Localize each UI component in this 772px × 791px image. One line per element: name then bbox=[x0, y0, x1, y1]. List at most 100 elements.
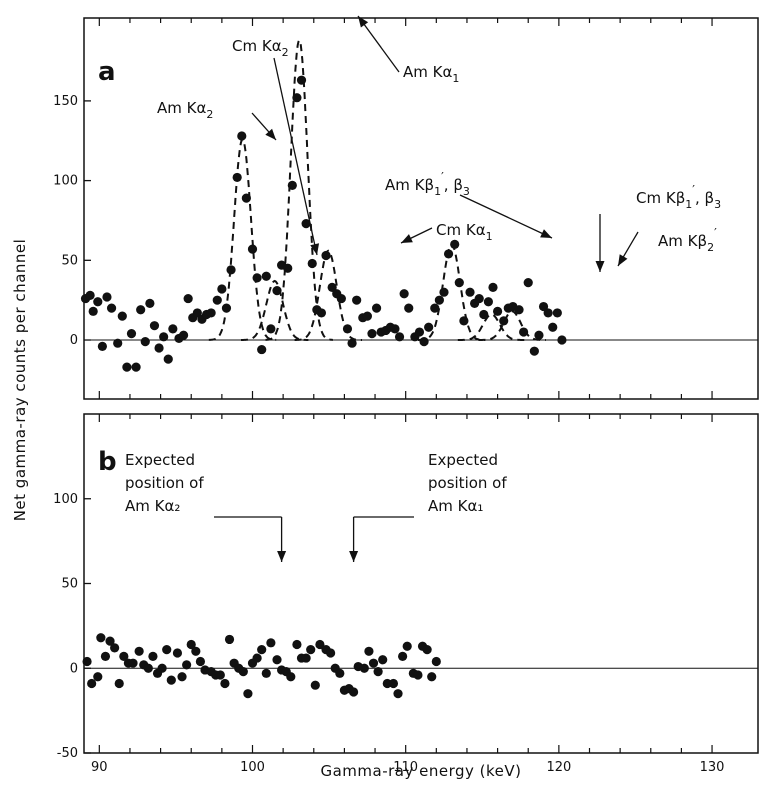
data-point bbox=[126, 329, 137, 339]
arrow-am-kb1-b3-head bbox=[540, 229, 552, 238]
arrow-am-kb1-b3 bbox=[459, 194, 553, 239]
panel-a-axes: 0 50 100 150 bbox=[53, 17, 759, 400]
data-point bbox=[110, 643, 120, 653]
data-point bbox=[362, 311, 372, 321]
data-point bbox=[326, 648, 336, 658]
data-point bbox=[474, 293, 484, 304]
data-point bbox=[97, 341, 107, 351]
y-tick-label: 0 bbox=[70, 661, 78, 676]
data-point bbox=[286, 672, 296, 682]
data-point bbox=[373, 667, 383, 677]
data-point bbox=[434, 295, 444, 305]
arrow-am-ka1 bbox=[357, 15, 400, 73]
data-point bbox=[431, 656, 441, 667]
data-point bbox=[459, 316, 469, 326]
data-point bbox=[217, 284, 227, 294]
data-point bbox=[390, 324, 400, 334]
data-point bbox=[316, 308, 327, 318]
annotation-cm-ka2: Cm Kα2 bbox=[232, 37, 289, 59]
y-tick-label: 0 bbox=[70, 333, 78, 348]
data-point bbox=[122, 362, 132, 372]
data-point bbox=[492, 306, 503, 316]
data-point bbox=[315, 639, 325, 650]
data-point bbox=[301, 653, 311, 663]
data-point bbox=[393, 689, 403, 699]
data-point bbox=[488, 282, 498, 293]
arrow-cm-kb1-b3-head bbox=[595, 261, 605, 272]
data-point bbox=[247, 244, 258, 254]
data-point bbox=[252, 273, 262, 283]
data-point bbox=[398, 651, 408, 661]
data-point bbox=[154, 343, 164, 353]
data-point bbox=[224, 634, 235, 645]
data-point bbox=[134, 646, 144, 656]
data-point bbox=[145, 298, 155, 308]
data-point bbox=[215, 670, 225, 680]
fit-curve bbox=[265, 38, 333, 341]
data-point bbox=[419, 337, 429, 347]
data-point bbox=[106, 303, 117, 313]
annotation-am-kb2: Am Kβ2′ bbox=[658, 226, 717, 254]
data-point bbox=[93, 672, 103, 682]
arrow-am-ka2-head bbox=[265, 128, 276, 140]
data-point bbox=[402, 641, 412, 651]
data-point bbox=[195, 656, 206, 667]
data-point bbox=[335, 668, 345, 678]
x-tick-label: 90 bbox=[91, 760, 108, 775]
y-tick-label: 100 bbox=[53, 492, 78, 507]
panel-a-annotations: Am Kα2 Cm Kα2 Am Kα1 Cm Kα1 Am Kβ1′, β3 … bbox=[157, 37, 721, 254]
data-point bbox=[186, 639, 196, 650]
data-point bbox=[88, 306, 98, 316]
x-tick-label: 100 bbox=[240, 760, 265, 775]
data-point bbox=[82, 656, 92, 667]
data-point bbox=[172, 648, 183, 658]
data-point bbox=[113, 338, 123, 348]
data-point bbox=[183, 293, 193, 304]
data-point bbox=[261, 668, 271, 678]
panel-a-letter: a bbox=[98, 57, 116, 87]
data-point bbox=[479, 309, 489, 320]
panel-b-axes: -50 0 50 100 90 100 110 120 130 bbox=[53, 413, 759, 775]
data-point bbox=[85, 290, 95, 300]
y-tick-label: 150 bbox=[53, 94, 78, 109]
annotation-am-kb1-b3: Am Kβ1′, β3 bbox=[385, 170, 470, 198]
arrow-am-ka1-head bbox=[358, 16, 369, 28]
data-point bbox=[212, 295, 222, 305]
data-point bbox=[136, 305, 146, 315]
expected-left-line3: Am Kα₂ bbox=[125, 497, 180, 515]
data-point bbox=[157, 663, 167, 673]
data-point bbox=[450, 239, 460, 249]
arrow-expected-am-ka2-head bbox=[277, 551, 287, 562]
data-point bbox=[257, 645, 267, 655]
y-tick-label: 50 bbox=[61, 253, 78, 268]
data-point bbox=[102, 292, 112, 302]
x-tick-label: 110 bbox=[393, 760, 418, 775]
arrow-cm-ka2 bbox=[273, 57, 318, 256]
data-point bbox=[424, 322, 434, 332]
annotation-cm-kb1-b3: Cm Kβ1′, β3 bbox=[636, 183, 721, 211]
y-tick-label: -50 bbox=[57, 746, 78, 761]
expected-right-line2: position of bbox=[428, 474, 507, 492]
y-tick-label: 50 bbox=[61, 577, 78, 592]
y-tick-label: 100 bbox=[53, 174, 78, 189]
data-point bbox=[364, 646, 374, 656]
data-point bbox=[257, 344, 267, 355]
panel-b-letter: b bbox=[98, 447, 117, 477]
data-point bbox=[557, 335, 567, 345]
data-point bbox=[100, 651, 111, 661]
data-point bbox=[404, 303, 414, 313]
annotation-am-ka1: Am Kα1 bbox=[403, 63, 459, 85]
data-point bbox=[371, 303, 382, 313]
data-point bbox=[301, 219, 311, 229]
fit-curve bbox=[208, 137, 277, 341]
data-point bbox=[413, 670, 423, 680]
annotation-arrows bbox=[214, 15, 639, 562]
data-point bbox=[191, 646, 201, 656]
data-point bbox=[243, 689, 253, 699]
data-point bbox=[148, 651, 158, 661]
data-point bbox=[159, 332, 169, 342]
y-axis-title: Net gamma-ray counts per channel bbox=[11, 239, 29, 522]
data-point bbox=[327, 282, 337, 293]
data-point bbox=[114, 678, 124, 689]
